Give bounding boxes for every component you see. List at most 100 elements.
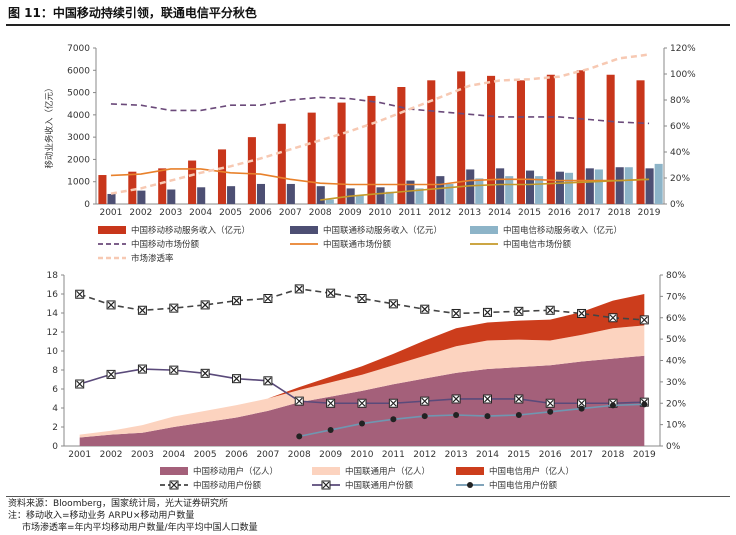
chart2-y-tick-label: 10 xyxy=(47,347,59,357)
chart2-point-中国移动用户份额-2012-cross xyxy=(421,305,429,313)
chart2-y-tick-label: 12 xyxy=(47,328,58,338)
chart2-point-中国联通用户份额-2005-cross xyxy=(201,369,209,377)
chart2-area-中国电信用户（亿人） xyxy=(79,294,645,435)
chart2-area-中国联通用户（亿人） xyxy=(79,325,645,438)
chart1-bar-中国移动移动服务收入（亿元）-2004 xyxy=(188,160,197,204)
chart2-y-tick-label: 0 xyxy=(52,442,58,452)
chart1-bar-中国电信移动服务收入（亿元）-2010 xyxy=(385,191,394,204)
chart1-x-tick-label: 2017 xyxy=(578,208,601,218)
chart2-point-中国联通用户份额-2017-cross xyxy=(578,399,586,407)
chart2-legend-swatch-中国电信用户（亿人） xyxy=(456,467,484,475)
chart2-point-中国电信用户份额-2012 xyxy=(421,413,428,420)
title-divider xyxy=(6,24,730,26)
chart1-x-tick-label: 2011 xyxy=(398,208,421,218)
chart2-point-中国移动用户份额-2002-cross xyxy=(107,301,115,309)
chart1-legend-label-中国电信市场份额: 中国电信市场份额 xyxy=(503,239,572,250)
chart1-x-tick-label: 2012 xyxy=(428,208,451,218)
chart2-x-tick-label: 2008 xyxy=(288,450,311,460)
chart2-point-中国电信用户份额-2018 xyxy=(609,402,616,409)
chart1-bar-中国移动移动服务收入（亿元）-2012 xyxy=(427,80,436,204)
chart1-bar-中国移动移动服务收入（亿元）-2002 xyxy=(128,171,137,204)
chart2-x-tick-label: 2007 xyxy=(256,450,279,460)
chart2-x-tick-label: 2014 xyxy=(476,450,499,460)
chart1-bar-中国联通移动服务收入（亿元）-2012 xyxy=(436,176,445,204)
chart2-y2-tick-label: 0% xyxy=(666,442,681,452)
chart1-y-tick-label: 4000 xyxy=(67,111,90,121)
chart1-bar-中国电信移动服务收入（亿元）-2014 xyxy=(505,176,514,204)
chart2-x-tick-label: 2011 xyxy=(382,450,405,460)
chart2-legend-label-中国移动用户（亿人）: 中国移动用户（亿人） xyxy=(193,466,278,477)
chart2-point-中国联通用户份额-2012-cross xyxy=(421,397,429,405)
chart1-legend-swatch-中国联通移动服务收入（亿元） xyxy=(290,226,318,234)
chart2-point-中国移动用户份额-2009-cross xyxy=(327,289,335,297)
chart1-bar-中国电信移动服务收入（亿元）-2012 xyxy=(445,183,454,204)
chart1-y-tick-label: 2000 xyxy=(67,155,90,165)
chart2-x-tick-label: 2009 xyxy=(319,450,342,460)
chart1-y2-tick-label: 60% xyxy=(670,122,690,132)
chart1-bar-中国移动移动服务收入（亿元）-2008 xyxy=(307,112,316,204)
chart2-legend-swatch-中国移动用户（亿人） xyxy=(160,467,188,475)
chart2-point-中国移动用户份额-2004-cross xyxy=(170,304,178,312)
chart2-line-中国移动用户份额 xyxy=(79,288,645,321)
chart2-legend-marker-中国电信用户份额 xyxy=(467,482,473,488)
chart2-x-tick-label: 2005 xyxy=(194,450,217,460)
chart2-x-tick-label: 2002 xyxy=(100,450,123,460)
chart1-x-tick-label: 2018 xyxy=(608,208,631,218)
chart2-legend-label-中国电信用户份额: 中国电信用户份额 xyxy=(489,480,558,491)
chart1-legend-label-中国电信移动服务收入（亿元）: 中国电信移动服务收入（亿元） xyxy=(503,225,622,236)
chart2-point-中国移动用户份额-2018-cross xyxy=(609,314,617,322)
chart2-point-中国移动用户份额-2017-cross xyxy=(578,310,586,317)
chart2-point-中国电信用户份额-2010 xyxy=(359,420,365,427)
chart1-bar-中国联通移动服务收入（亿元）-2002 xyxy=(137,190,146,204)
chart2-point-中国联通用户份额-2001-cross xyxy=(76,380,84,388)
chart1-bar-中国联通移动服务收入（亿元）-2018 xyxy=(615,167,624,204)
chart1-bar-中国联通移动服务收入（亿元）-2019 xyxy=(645,168,654,204)
chart2-point-中国联通用户份额-2008-cross xyxy=(295,397,303,405)
chart2-legend-label-中国电信用户（亿人）: 中国电信用户（亿人） xyxy=(489,466,574,477)
chart2-point-中国联通用户份额-2002-cross xyxy=(107,370,115,378)
chart2-x-tick-label: 2010 xyxy=(351,450,374,460)
chart1-x-tick-label: 2014 xyxy=(488,208,511,218)
chart2-point-中国联通用户份额-2016-cross xyxy=(546,399,554,407)
chart1-bar-中国联通移动服务收入（亿元）-2004 xyxy=(197,187,206,204)
chart1-bar-中国联通移动服务收入（亿元）-2010 xyxy=(376,187,385,204)
chart1-bar-中国电信移动服务收入（亿元）-2009 xyxy=(355,195,364,204)
chart1-bar-中国移动移动服务收入（亿元）-2017 xyxy=(576,70,585,205)
chart2-x-tick-label: 2013 xyxy=(445,450,468,460)
chart1-bar-中国移动移动服务收入（亿元）-2014 xyxy=(487,75,496,204)
chart2-y-tick-label: 18 xyxy=(47,271,59,281)
chart1-bar-中国移动移动服务收入（亿元）-2001 xyxy=(98,175,107,204)
chart1-x-tick-label: 2004 xyxy=(189,208,212,218)
chart2-legend-marker-中国联通用户份额-cross xyxy=(322,481,330,489)
chart2-point-中国移动用户份额-2008-cross xyxy=(295,285,303,293)
chart1-y2-tick-label: 80% xyxy=(670,96,690,106)
chart1-bar-中国电信移动服务收入（亿元）-2013 xyxy=(475,178,484,204)
chart1-legend-swatch-中国电信移动服务收入（亿元） xyxy=(470,226,498,234)
chart2-point-中国电信用户份额-2014 xyxy=(484,413,491,420)
chart1-legend-label-市场渗透率: 市场渗透率 xyxy=(131,253,174,264)
chart2-y2-tick-label: 20% xyxy=(666,399,686,409)
chart1-x-tick-label: 2007 xyxy=(279,208,302,218)
chart2-x-tick-label: 2006 xyxy=(225,450,248,460)
chart1-x-tick-label: 2005 xyxy=(219,208,242,218)
chart1-bar-中国电信移动服务收入（亿元）-2017 xyxy=(594,169,603,204)
chart1-bar-中国联通移动服务收入（亿元）-2014 xyxy=(496,168,505,204)
chart1-legend-label-中国联通市场份额: 中国联通市场份额 xyxy=(323,239,392,250)
chart2-x-tick-label: 2018 xyxy=(601,450,624,460)
chart1-bar-中国移动移动服务收入（亿元）-2010 xyxy=(367,95,376,204)
source-divider xyxy=(6,496,730,497)
chart1-line-中国联通市场份额 xyxy=(110,168,650,186)
chart2-y2-tick-label: 60% xyxy=(666,314,686,324)
chart1-y-tick-label: 6000 xyxy=(67,66,90,76)
chart2-legend-swatch-中国联通用户（亿人） xyxy=(312,467,340,475)
chart2-x-tick-label: 2004 xyxy=(162,450,185,460)
chart1-y2-tick-label: 100% xyxy=(670,70,696,80)
chart1-bar-中国电信移动服务收入（亿元）-2018 xyxy=(624,167,633,204)
chart1-bar-中国移动移动服务收入（亿元）-2005 xyxy=(217,149,227,204)
chart1-legend-label-中国联通移动服务收入（亿元）: 中国联通移动服务收入（亿元） xyxy=(323,225,442,236)
chart1-bar-中国联通移动服务收入（亿元）-2013 xyxy=(466,169,475,204)
chart1-x-tick-label: 2001 xyxy=(99,208,122,218)
chart2-x-tick-label: 2003 xyxy=(131,450,154,460)
chart1-y2-tick-label: 20% xyxy=(670,174,690,184)
chart1-bar-中国移动移动服务收入（亿元）-2019 xyxy=(636,80,645,204)
